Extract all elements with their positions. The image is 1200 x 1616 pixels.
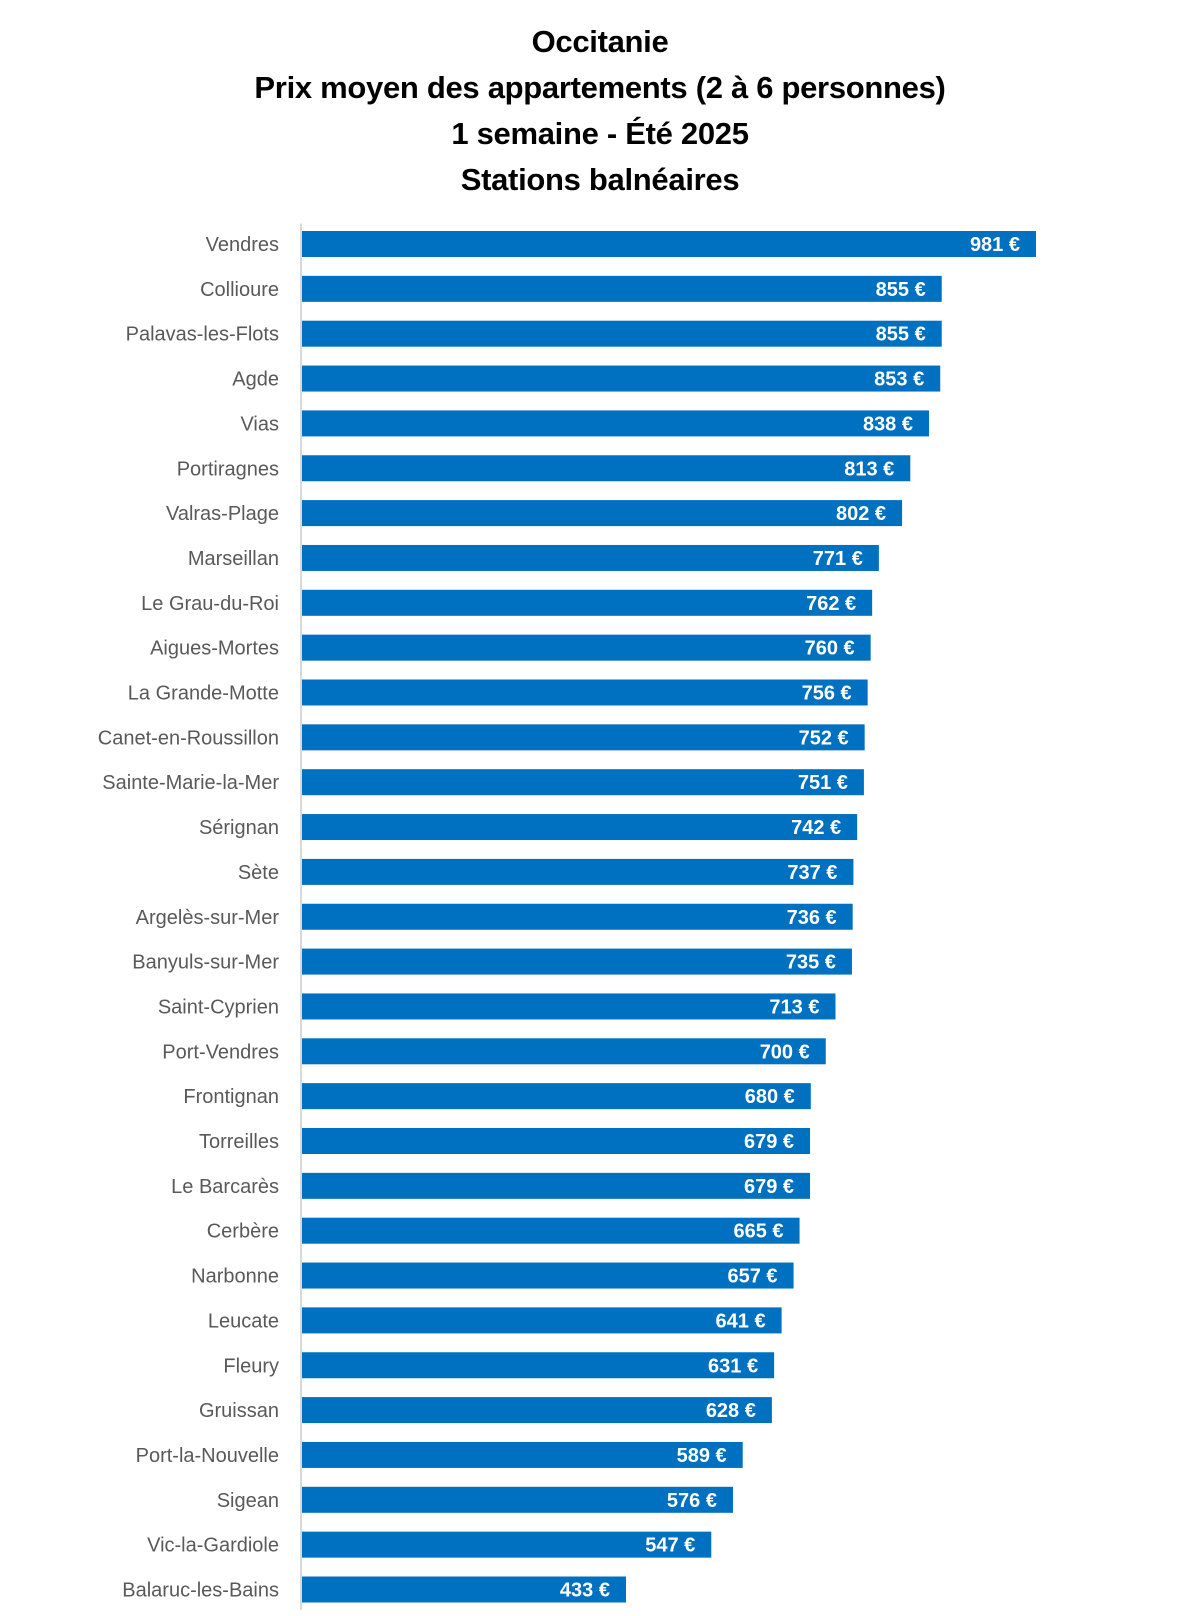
bar — [302, 1352, 775, 1379]
data-label: 735 € — [786, 952, 836, 974]
category-label: Vendres — [206, 234, 279, 256]
category-label: Aigues-Mortes — [150, 638, 279, 660]
bar — [302, 1307, 782, 1334]
bar — [302, 455, 911, 482]
data-label: 700 € — [760, 1041, 810, 1063]
bar — [302, 724, 865, 751]
category-label: Collioure — [200, 279, 279, 301]
data-label: 737 € — [787, 862, 837, 884]
data-label: 981 € — [970, 234, 1020, 256]
category-label: Banyuls-sur-Mer — [132, 952, 279, 974]
data-label: 752 € — [799, 727, 849, 749]
category-label: Palavas-les-Flots — [126, 324, 279, 346]
category-label: Fleury — [223, 1355, 279, 1377]
data-label: 547 € — [645, 1535, 695, 1557]
data-label: 751 € — [798, 772, 848, 794]
bar — [302, 1128, 811, 1154]
bar — [302, 634, 871, 661]
category-label: Vic-la-Gardiole — [147, 1535, 279, 1557]
chart-title-line-1: Occitanie — [531, 24, 669, 59]
data-label: 853 € — [874, 369, 924, 391]
bar — [302, 275, 942, 302]
chart-title-line-2: Prix moyen des appartements (2 à 6 perso… — [254, 70, 946, 105]
bar — [302, 500, 903, 527]
bar — [302, 589, 873, 616]
data-label: 760 € — [805, 638, 855, 660]
data-label: 855 € — [876, 324, 926, 346]
data-label: 736 € — [787, 907, 837, 929]
chart-title-line-4: Stations balnéaires — [460, 162, 740, 197]
data-label: 665 € — [734, 1221, 784, 1243]
bar — [302, 948, 852, 975]
category-label: Port-la-Nouvelle — [136, 1445, 279, 1467]
bar — [302, 1038, 826, 1065]
data-label: 813 € — [844, 458, 894, 480]
category-label: Sigean — [217, 1490, 279, 1512]
bar — [302, 1576, 626, 1603]
category-label: Vias — [240, 413, 279, 435]
category-label: Le Grau-du-Roi — [141, 593, 279, 615]
bar — [302, 679, 868, 706]
data-label: 756 € — [802, 683, 852, 705]
bar — [302, 320, 942, 347]
bar — [302, 410, 930, 437]
category-label: Portiragnes — [177, 458, 279, 480]
bar — [302, 903, 853, 930]
bar — [302, 814, 858, 841]
bar — [302, 1217, 800, 1244]
data-label: 631 € — [708, 1355, 758, 1377]
bar — [302, 365, 941, 392]
chart-title-line-3: 1 semaine - Été 2025 — [451, 116, 749, 151]
category-label: Narbonne — [191, 1266, 279, 1288]
category-label: Sète — [238, 862, 279, 884]
data-label: 628 € — [706, 1400, 756, 1422]
category-label: La Grande-Motte — [128, 683, 279, 705]
data-label: 657 € — [728, 1266, 778, 1288]
category-label: Sérignan — [199, 817, 279, 839]
category-label: Port-Vendres — [162, 1041, 279, 1063]
bar — [302, 993, 836, 1020]
bar — [302, 1083, 811, 1110]
bar — [302, 544, 879, 571]
category-label: Marseillan — [188, 548, 279, 570]
data-label: 680 € — [745, 1086, 795, 1108]
bar — [302, 231, 1036, 257]
bar — [302, 1172, 811, 1199]
data-label: 742 € — [791, 817, 841, 839]
category-label: Valras-Plage — [166, 503, 279, 525]
bar — [302, 1486, 733, 1513]
category-label: Balaruc-les-Bains — [122, 1580, 279, 1602]
bar — [302, 1441, 743, 1468]
category-label: Agde — [232, 369, 279, 391]
data-label: 713 € — [769, 996, 819, 1018]
bar — [302, 1397, 772, 1424]
category-label: Frontignan — [183, 1086, 279, 1108]
bar — [302, 1531, 712, 1558]
category-label: Saint-Cyprien — [158, 996, 279, 1018]
data-label: 589 € — [677, 1445, 727, 1467]
data-label: 855 € — [876, 279, 926, 301]
data-label: 771 € — [813, 548, 863, 570]
data-label: 433 € — [560, 1580, 610, 1602]
category-label: Cerbère — [207, 1221, 279, 1243]
bar — [302, 1262, 794, 1289]
category-label: Le Barcarès — [171, 1176, 279, 1198]
bar — [302, 858, 854, 885]
category-label: Torreilles — [199, 1131, 279, 1153]
category-label: Argelès-sur-Mer — [136, 907, 280, 929]
data-label: 576 € — [667, 1490, 717, 1512]
data-label: 679 € — [744, 1131, 794, 1153]
category-label: Canet-en-Roussillon — [98, 727, 279, 749]
bar — [302, 769, 864, 796]
data-label: 679 € — [744, 1176, 794, 1198]
data-label: 762 € — [806, 593, 856, 615]
category-label: Gruissan — [199, 1400, 279, 1422]
data-label: 838 € — [863, 413, 913, 435]
data-label: 802 € — [836, 503, 886, 525]
category-label: Leucate — [208, 1310, 279, 1332]
category-label: Sainte-Marie-la-Mer — [102, 772, 279, 794]
bars-group: Vendres 981 € Collioure 855 € Palavas-les-Fl… — [98, 231, 1036, 1603]
data-label: 641 € — [716, 1310, 766, 1332]
